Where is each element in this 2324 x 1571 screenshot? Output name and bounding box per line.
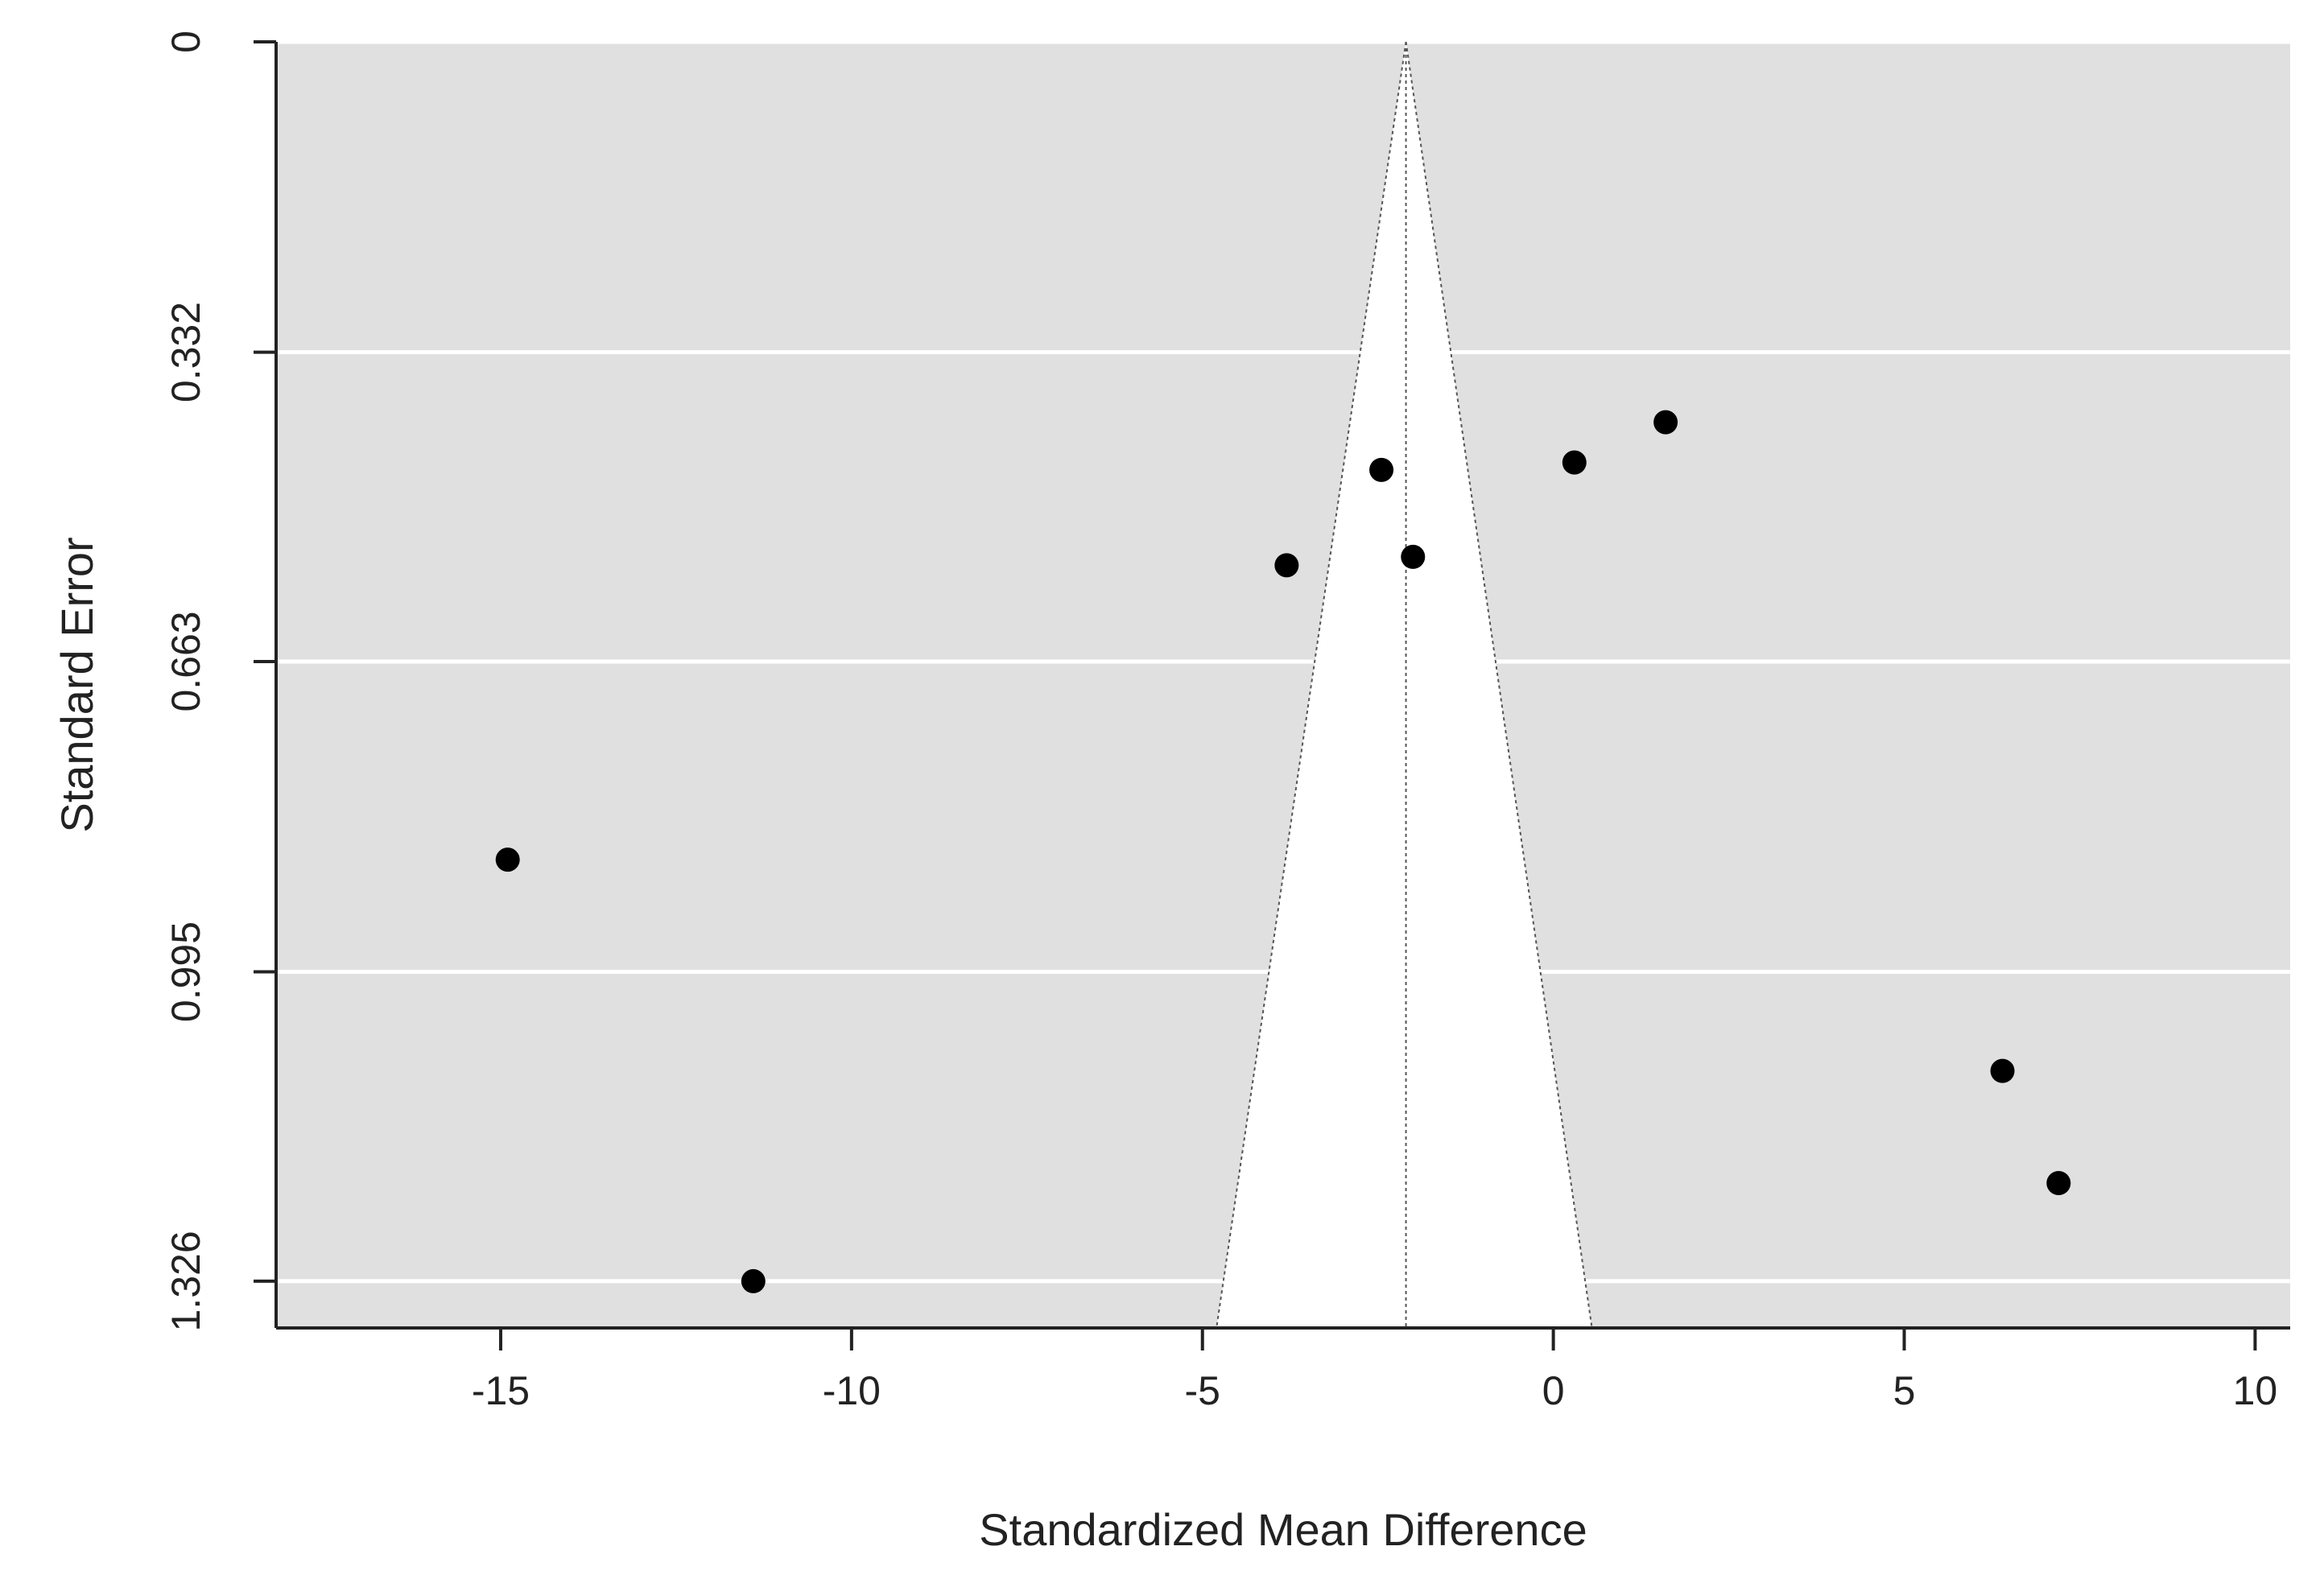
data-point [1274,553,1299,578]
data-point [1401,544,1426,569]
y-tick-label: 0.332 [163,302,208,402]
data-points [495,410,2071,1293]
data-point [2046,1170,2071,1195]
y-tick-label: 0.995 [163,922,208,1022]
x-tick-label: 10 [2233,1368,2278,1413]
x-tick-label: -10 [823,1368,881,1413]
x-axis-ticks: -15 -10 -5 0 5 10 [472,1328,2277,1413]
x-axis-title: Standardized Mean Difference [979,1504,1587,1555]
data-point [1562,450,1587,475]
y-axis-title: Standard Error [52,537,102,832]
data-point [741,1268,766,1293]
data-point [1990,1058,2015,1083]
funnel-left-edge [1216,41,1407,1329]
x-tick-label: 5 [1893,1368,1916,1413]
data-point [1369,457,1394,482]
y-tick-label: 0.663 [163,611,208,711]
data-point [495,847,520,872]
x-tick-label: -15 [472,1368,530,1413]
funnel-region [1216,42,1592,1328]
x-tick-label: 0 [1542,1368,1565,1413]
x-tick-label: -5 [1185,1368,1220,1413]
funnel-right-edge [1405,41,1593,1329]
y-tick-label: 1.326 [163,1231,208,1331]
y-tick-label: 0 [163,31,208,53]
data-point [1653,410,1678,435]
y-axis-ticks: 0 0.332 0.663 0.995 1.326 [163,31,276,1331]
